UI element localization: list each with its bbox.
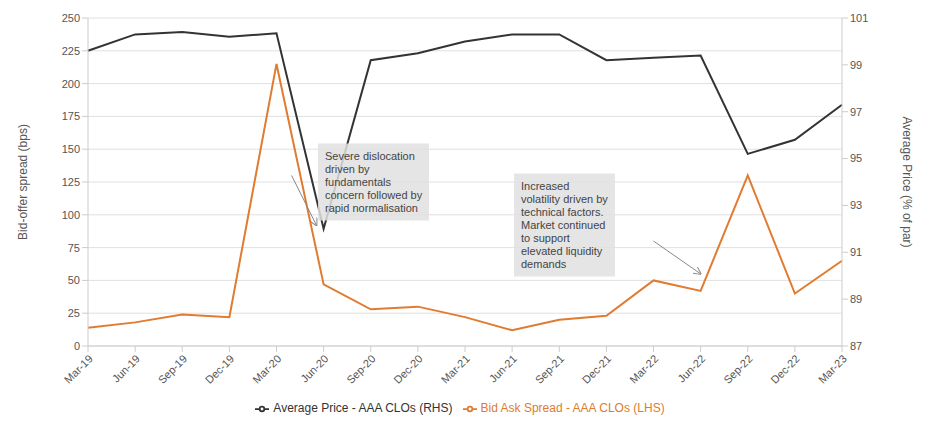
svg-text:Dec-20: Dec-20 bbox=[391, 352, 425, 386]
svg-text:Jun-21: Jun-21 bbox=[487, 352, 519, 384]
svg-text:Mar-22: Mar-22 bbox=[627, 352, 660, 385]
svg-text:Jun-22: Jun-22 bbox=[675, 352, 707, 384]
html-text:Increased volatility driven by: Increased volatility driven by technical… bbox=[521, 179, 608, 270]
svg-text:100: 100 bbox=[62, 209, 80, 221]
svg-text:87: 87 bbox=[850, 340, 862, 352]
svg-text:Mar-21: Mar-21 bbox=[439, 352, 472, 385]
svg-text:99: 99 bbox=[850, 59, 862, 71]
svg-text:Sep-19: Sep-19 bbox=[156, 352, 190, 386]
svg-text:50: 50 bbox=[68, 274, 80, 286]
svg-text:75: 75 bbox=[68, 242, 80, 254]
svg-text:0: 0 bbox=[74, 340, 80, 352]
svg-text:Mar-23: Mar-23 bbox=[816, 352, 849, 385]
svg-text:Sep-20: Sep-20 bbox=[344, 352, 378, 386]
svg-text:200: 200 bbox=[62, 78, 80, 90]
svg-text:25: 25 bbox=[68, 307, 80, 319]
svg-text:Sep-22: Sep-22 bbox=[721, 352, 755, 386]
svg-text:Dec-21: Dec-21 bbox=[580, 352, 614, 386]
svg-text:101: 101 bbox=[850, 12, 868, 24]
svg-text:225: 225 bbox=[62, 45, 80, 57]
svg-text:89: 89 bbox=[850, 293, 862, 305]
svg-text:Mar-20: Mar-20 bbox=[250, 352, 283, 385]
svg-text:250: 250 bbox=[62, 12, 80, 24]
html-text:Bid Ask Spread - AAA CLOs (LHS: Bid Ask Spread - AAA CLOs (LHS) bbox=[480, 401, 665, 415]
html-text:Severe dislocation driven by f: Severe dislocation driven by fundamental… bbox=[325, 149, 423, 214]
svg-text:Jun-20: Jun-20 bbox=[298, 352, 330, 384]
svg-text:Sep-21: Sep-21 bbox=[533, 352, 567, 386]
html-text:Average Price - AAA CLOs (RHS): Average Price - AAA CLOs (RHS) bbox=[273, 401, 453, 415]
svg-text:Mar-19: Mar-19 bbox=[62, 352, 95, 385]
svg-text:95: 95 bbox=[850, 152, 862, 164]
svg-text:150: 150 bbox=[62, 143, 80, 155]
svg-text:Dec-22: Dec-22 bbox=[768, 352, 802, 386]
svg-text:93: 93 bbox=[850, 199, 862, 211]
svg-text:97: 97 bbox=[850, 106, 862, 118]
svg-text:175: 175 bbox=[62, 110, 80, 122]
svg-text:125: 125 bbox=[62, 176, 80, 188]
svg-text:Bid-offer spread (bps): Bid-offer spread (bps) bbox=[16, 124, 30, 240]
svg-text:91: 91 bbox=[850, 246, 862, 258]
svg-text:Average Price (% of par): Average Price (% of par) bbox=[900, 116, 914, 247]
svg-text:Jun-19: Jun-19 bbox=[110, 352, 142, 384]
svg-text:Dec-19: Dec-19 bbox=[203, 352, 237, 386]
